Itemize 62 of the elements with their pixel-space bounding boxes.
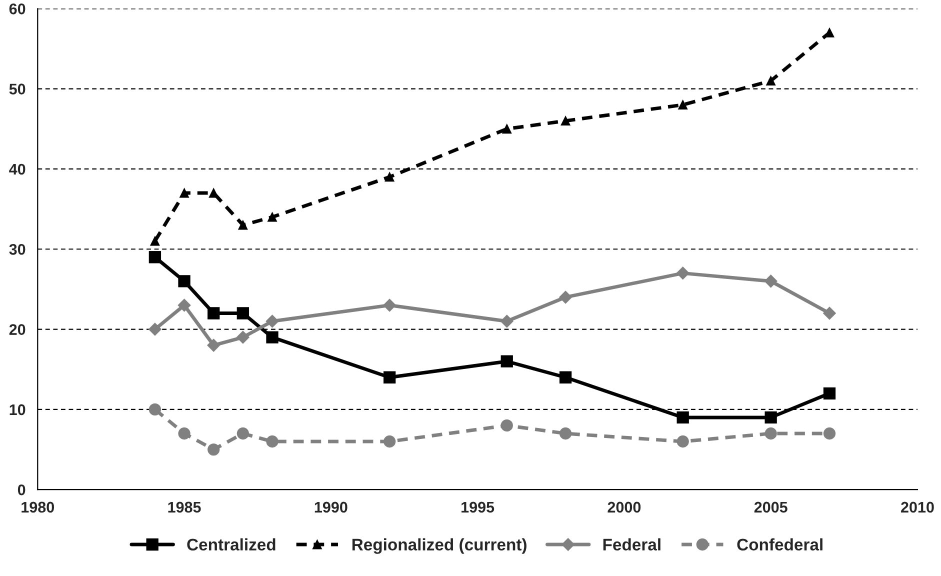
point [236, 427, 250, 440]
point [266, 314, 279, 328]
point [384, 172, 394, 182]
point [148, 322, 162, 336]
point [559, 371, 572, 384]
point [236, 307, 250, 320]
y-tick-label: 40 [9, 164, 26, 175]
point [676, 435, 689, 448]
x-tick-label: 2005 [754, 502, 788, 513]
legend-label: Confederal [737, 538, 822, 551]
point [559, 427, 572, 440]
point [207, 338, 220, 352]
y-tick-label: 60 [9, 4, 26, 14]
point [676, 411, 689, 424]
point [560, 116, 570, 126]
point [150, 236, 160, 246]
legend-label: Centralized [187, 538, 276, 551]
point [766, 76, 776, 86]
x-tick-label: 1985 [168, 502, 201, 513]
point [266, 331, 278, 344]
point [502, 124, 512, 134]
point [180, 188, 189, 198]
point [208, 443, 220, 456]
point [559, 290, 572, 304]
point [178, 427, 190, 440]
point [500, 314, 514, 328]
point [500, 419, 513, 432]
point [236, 330, 250, 344]
point [148, 403, 162, 416]
x-tick-label: 1980 [22, 502, 54, 513]
point [823, 427, 836, 440]
point [178, 298, 191, 312]
x-tick-label: 1990 [314, 502, 348, 513]
point [823, 306, 836, 320]
y-tick-label: 20 [9, 324, 26, 335]
point [824, 28, 834, 38]
point [208, 188, 218, 198]
point [266, 435, 278, 448]
y-tick-label: 0 [18, 484, 26, 496]
legend-label: Federal [603, 538, 660, 551]
point [208, 307, 220, 320]
point [676, 266, 690, 280]
point [178, 275, 190, 288]
point [383, 298, 396, 312]
y-tick-label: 50 [9, 84, 26, 94]
point [764, 274, 778, 288]
point [384, 435, 396, 448]
point [500, 355, 513, 368]
y-tick-label: 10 [10, 404, 26, 416]
point [764, 427, 777, 440]
point [238, 220, 248, 230]
y-tick-label: 30 [9, 244, 26, 255]
legend-label: Regionalized (current) [352, 538, 526, 554]
point [148, 251, 162, 264]
point [384, 371, 396, 384]
point [764, 411, 777, 424]
point [678, 100, 688, 110]
point [823, 387, 836, 400]
x-tick-label: 2010 [901, 502, 934, 513]
point [268, 212, 277, 222]
x-tick-label: 1995 [462, 502, 494, 513]
x-tick-label: 2000 [608, 502, 641, 513]
